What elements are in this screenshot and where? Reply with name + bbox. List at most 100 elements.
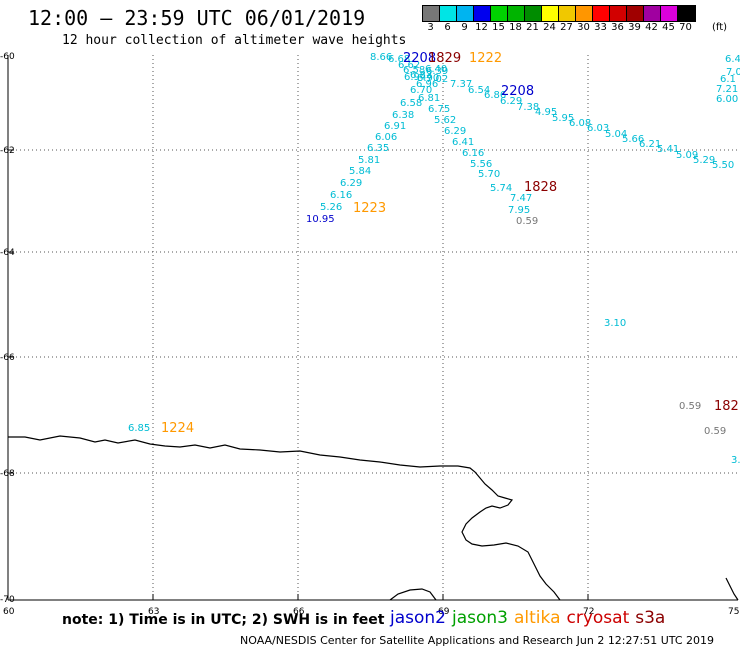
wave-height-value: 5.09 [676,150,698,161]
wave-height-value: 6.96 [416,79,438,90]
wave-height-value: 6.29 [444,126,466,137]
satellite-jason2: jason2 [390,608,446,628]
observation-time: 2208 [403,51,436,66]
observation-time: 1828 [524,180,557,195]
wave-height-value: 6.81 [418,93,440,104]
legend-bin-label: 70 [679,22,692,33]
wave-height-value: 6.00 [716,94,738,105]
longitude-label: 75 [728,607,739,617]
credit-footer: NOAA/NESDIS Center for Satellite Applica… [240,634,715,647]
legend-bin-label: 36 [611,22,624,33]
map-note: note: 1) Time is in UTC; 2) SWH is in fe… [62,612,385,628]
wave-height-value: 6.38 [392,110,414,121]
legend-swatch [644,6,661,21]
meridian-gridlines [152,55,589,600]
legend-bin-label: 30 [577,22,590,33]
legend-bin-label: 3 [427,22,434,33]
longitude-label: 69 [438,607,450,617]
satellite-jason3: jason3 [452,608,508,628]
satellite-cryosat: cryosat [566,608,630,628]
legend-swatch [627,6,644,21]
wave-height-value: 0.59 [516,216,538,227]
wave-height-value: 7.0 [726,67,740,78]
wave-height-value: 6.21 [639,139,661,150]
observation-time: 182 [714,399,739,414]
legend-bin-label: 9 [461,22,468,33]
wave-height-value: 3.10 [604,318,626,329]
wave-height-value: 6.39 [426,66,448,77]
wave-height-value: 0.59 [704,426,726,437]
wave-height-value: 5.95 [552,113,574,124]
wave-height-value: 5.70 [478,169,500,180]
color-scale-legend [422,5,696,22]
latitude-label: -60 [0,52,15,62]
legend-swatch [576,6,593,21]
wave-height-value: 5.50 [712,160,734,171]
wave-height-value: 7.38 [517,102,539,113]
observation-time: 1223 [353,201,386,216]
wave-height-value: 6.86 [484,90,506,101]
antarctic-coastline-east [725,577,739,601]
wave-height-value: 6.58 [403,65,425,76]
wave-height-value: 6.03 [587,123,609,134]
satellite-legend: jason2 jason3 altika cryosat s3a [390,608,671,628]
wave-height-value: 6.68 [388,54,410,65]
wave-height-value: 7.02 [426,74,448,85]
wave-height-value: 6.82 [410,70,432,81]
map-title: 12:00 – 23:59 UTC 06/01/2019 [28,6,366,30]
wave-height-value: 6.40 [425,64,447,75]
legend-bin-label: 21 [526,22,539,33]
wave-height-value: 6.1 [720,74,736,85]
color-scale-labels: 3 6 9 12 15 18 21 24 27 30 33 36 39 42 45 70 [422,22,694,33]
wave-height-value: 5.84 [349,166,371,177]
antarctic-coastline [8,435,561,601]
wave-height-value: 6.06 [375,132,397,143]
wave-height-value: 6.54 [468,85,490,96]
wave-height-value: 5.81 [358,155,380,166]
latitude-label: -68 [0,469,15,479]
axis-ticks [8,149,589,600]
wave-height-value: 5.41 [657,144,679,155]
latitude-label: -70 [0,595,15,605]
legend-swatch [423,6,440,21]
legend-swatch [593,6,610,21]
latitude-label: -62 [0,146,15,156]
longitude-label: 66 [293,607,305,617]
wave-height-value: 3. [731,455,740,466]
legend-swatch [457,6,474,21]
wave-height-value: 6.70 [410,85,432,96]
wave-height-value: 5.74 [490,183,512,194]
wave-height-value: 6.62 [398,60,420,71]
legend-bin-label: 27 [560,22,573,33]
wave-height-value: 5.04 [605,129,627,140]
wave-height-observations: 8.666.686.626.58 6.406.826.946.907.026.96… [128,52,740,466]
longitude-label: 60 [3,607,15,617]
observation-time: 1829 [428,51,461,66]
antarctic-coastline-south [389,588,437,601]
wave-height-value: 7.21 [716,84,738,95]
wave-height-value: 8.66 [370,52,392,63]
wave-height-value: 0.59 [679,401,701,412]
legend-swatch [525,6,542,21]
observation-time: 1222 [469,51,502,66]
wave-height-value: 6.16 [462,148,484,159]
wave-height-value: 6.35 [367,143,389,154]
legend-swatch [559,6,576,21]
color-scale-unit: (ft) [712,22,728,33]
longitude-label: 63 [148,607,159,617]
wave-height-value: 6.4 [725,54,740,65]
legend-swatch [474,6,491,21]
legend-swatch [610,6,627,21]
wave-height-value: 5.26 [320,202,342,213]
wave-height-value: 7.47 [510,193,532,204]
wave-height-value: 5.62 [434,115,456,126]
wave-height-value: 5.56 [470,159,492,170]
axis-labels: -60 -62 -64 -66 -68 -70 60 63 66 69 72 75 [0,52,739,617]
legend-bin-label: 6 [444,22,451,33]
longitude-label: 72 [583,607,594,617]
legend-swatch [678,6,695,21]
wave-height-value: 6.16 [330,190,352,201]
legend-bin-label: 12 [475,22,488,33]
